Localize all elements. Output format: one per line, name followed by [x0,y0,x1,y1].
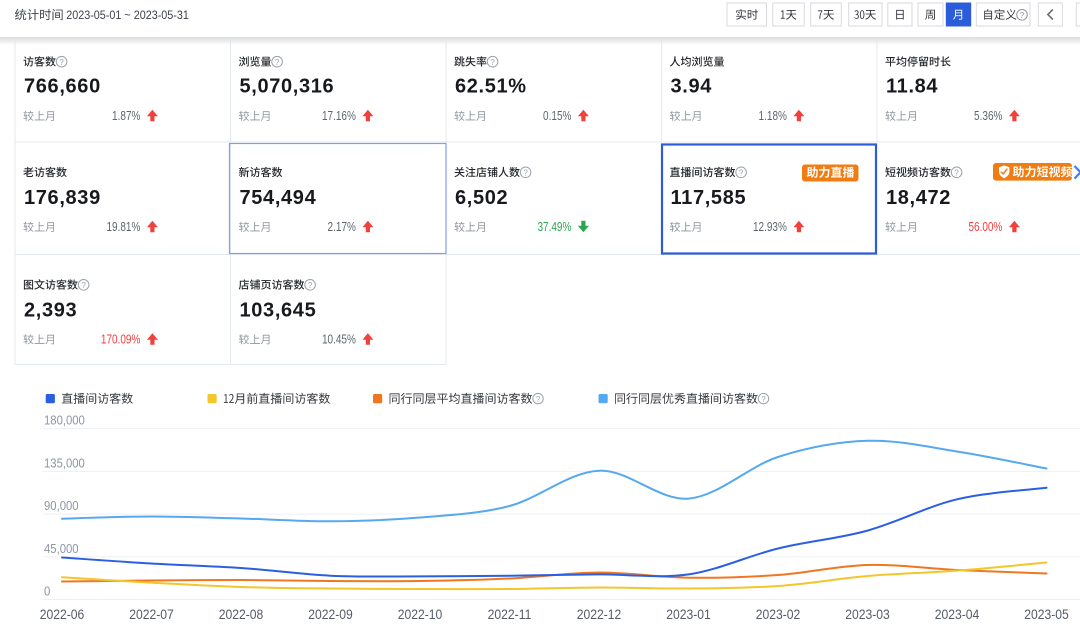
svg-text:2023-02: 2023-02 [756,606,801,622]
svg-text:5.36%: 5.36% [974,109,1002,124]
svg-text:17.16%: 17.16% [322,109,356,124]
svg-text:56.00%: 56.00% [968,220,1002,235]
svg-text:2.17%: 2.17% [328,220,356,235]
svg-text:18,472: 18,472 [886,187,951,209]
svg-text:176,839: 176,839 [24,187,101,209]
svg-text:1.87%: 1.87% [112,109,140,124]
svg-text:?: ? [275,58,280,67]
svg-text:1.18%: 1.18% [759,109,787,124]
svg-text:2023-04: 2023-04 [935,606,980,622]
svg-text:?: ? [59,58,64,67]
svg-text:?: ? [954,169,959,178]
svg-text:2023-05: 2023-05 [1024,606,1069,622]
svg-text:?: ? [523,169,528,178]
svg-text:0: 0 [44,584,50,599]
svg-text:?: ? [739,169,744,178]
svg-text:117,585: 117,585 [671,187,747,209]
svg-text:?: ? [536,395,541,404]
svg-text:0.15%: 0.15% [543,109,571,124]
svg-text:3.94: 3.94 [671,75,713,97]
svg-text:?: ? [308,281,313,290]
svg-text:2023-03: 2023-03 [845,606,890,622]
svg-text:90,000: 90,000 [44,498,79,513]
svg-text:103,645: 103,645 [240,299,317,321]
svg-text:6,502: 6,502 [455,187,508,209]
svg-text:754,494: 754,494 [240,187,317,209]
svg-text:10.45%: 10.45% [322,332,356,347]
svg-text:2022-12: 2022-12 [577,606,622,622]
svg-text:?: ? [1020,11,1025,20]
svg-text:2023-05-01 ~ 2023-05-31: 2023-05-01 ~ 2023-05-31 [66,9,189,22]
svg-text:2,393: 2,393 [24,299,77,321]
svg-text:766,660: 766,660 [24,75,101,97]
svg-text:2022-06: 2022-06 [40,606,85,622]
svg-text:12.93%: 12.93% [753,220,787,235]
svg-text:135,000: 135,000 [44,456,85,471]
svg-text:62.51%: 62.51% [455,75,527,97]
svg-text:2023-01: 2023-01 [666,606,711,622]
svg-text:?: ? [81,281,86,290]
svg-text:5,070,316: 5,070,316 [240,75,335,97]
svg-text:2022-11: 2022-11 [488,606,532,622]
svg-text:2022-08: 2022-08 [219,606,264,622]
svg-text:?: ? [490,58,495,67]
svg-text:2022-10: 2022-10 [398,606,443,622]
svg-text:2022-07: 2022-07 [129,606,174,622]
svg-text:11.84: 11.84 [886,75,938,97]
svg-text:2022-09: 2022-09 [308,606,353,622]
svg-text:170.09%: 170.09% [101,332,141,347]
svg-text:19.81%: 19.81% [106,220,140,235]
svg-text:45,000: 45,000 [44,541,79,556]
svg-text:?: ? [761,395,766,404]
svg-text:37.49%: 37.49% [537,220,571,235]
svg-text:180,000: 180,000 [44,413,85,428]
